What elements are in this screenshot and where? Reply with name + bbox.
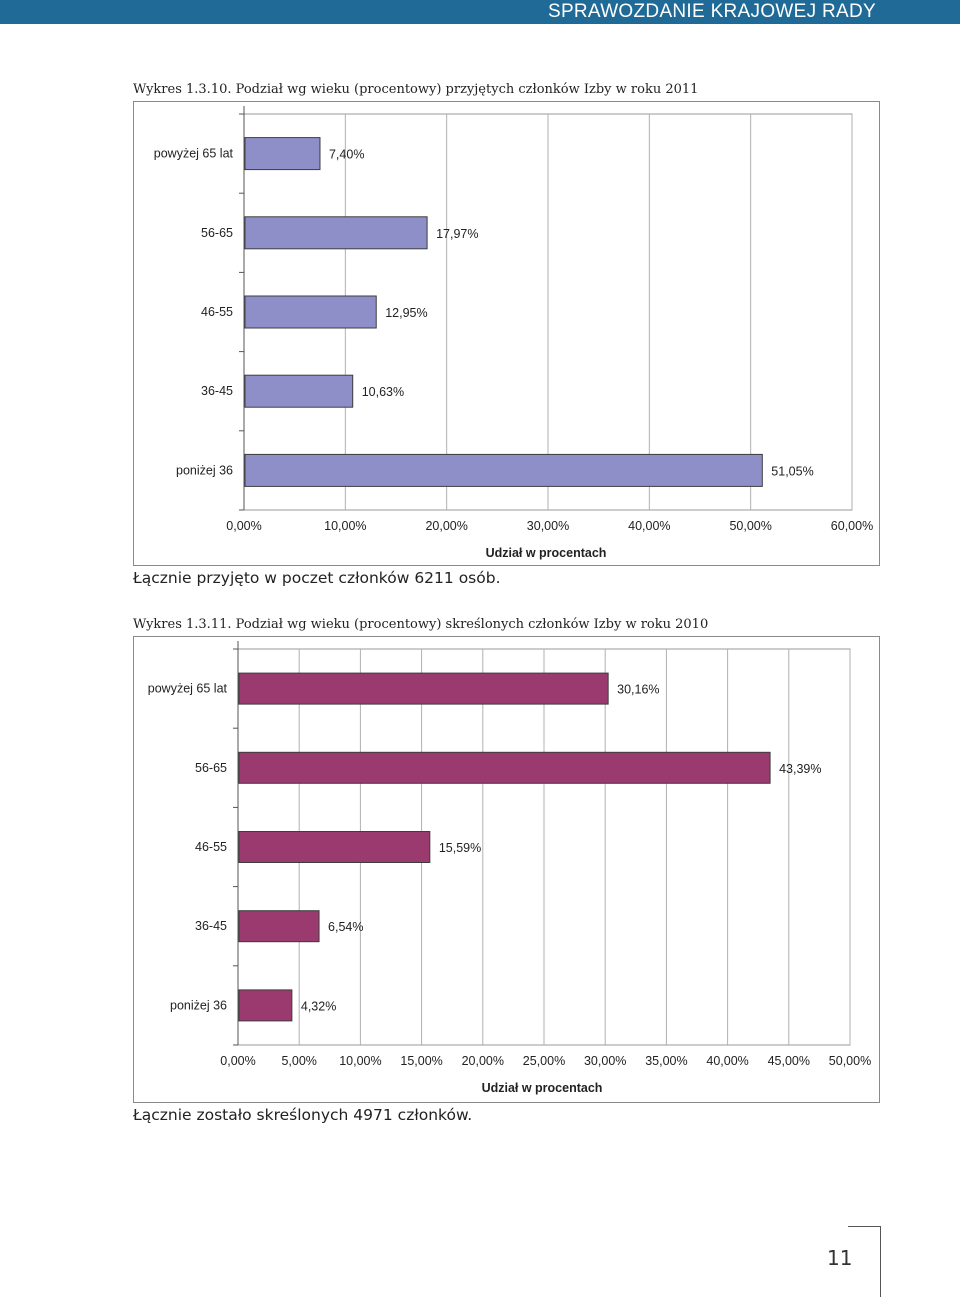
category-label: powyżej 65 lat [148,682,228,696]
data-label: 10,63% [362,385,404,399]
x-tick-label: 50,00% [829,1054,871,1068]
x-tick-label: 10,00% [339,1054,381,1068]
x-tick-label: 30,00% [584,1054,626,1068]
bar [244,137,321,171]
corner-rule-vertical [880,1226,881,1297]
x-axis-title: Udział w procentach [486,546,607,560]
x-tick-label: 20,00% [425,519,467,533]
chart1: 0,00% 10,00% 20,00% 30,00% 40,00% 50,00% 60,00… [154,106,873,560]
figure1-caption: Wykres 1.3.10. Podział wg wieku (procent… [133,82,699,97]
category-label: 46-55 [201,305,233,319]
chart2-frame: 0,00% 5,00% 10,00% 15,00% 20,00% 25,00% 30,00%… [133,636,880,1103]
data-label: 6,54% [328,920,363,934]
x-tick-label: 40,00% [706,1054,748,1068]
report-title: SPRAWOZDANIE KRAJOWEJ RADY [547,1,876,22]
figure2-summary: Łącznie zostało skreślonych 4971 członkó… [133,1106,473,1124]
category-label: poniżej 36 [170,998,227,1012]
bar [238,831,431,863]
data-label: 43,39% [779,762,821,776]
category-label: 36-45 [195,919,227,933]
category-label: 56-65 [201,226,233,240]
x-tick-label: 0,00% [220,1054,255,1068]
chart2: 0,00% 5,00% 10,00% 15,00% 20,00% 25,00% 30,00%… [148,641,871,1095]
category-label: powyżej 65 lat [154,147,234,161]
bar [238,910,320,943]
data-label: 4,32% [301,999,336,1013]
bar [244,216,428,250]
bar [244,374,354,408]
figure1-summary: Łącznie przyjęto w poczet członków 6211 … [133,569,501,587]
data-label: 12,95% [385,306,427,320]
data-label: 51,05% [771,464,813,478]
category-label: 56-65 [195,761,227,775]
data-label: 15,59% [439,841,481,855]
x-tick-label: 60,00% [831,519,873,533]
data-label: 17,97% [436,227,478,241]
bar [238,672,609,705]
header-bar: SPRAWOZDANIE KRAJOWEJ RADY [0,0,960,24]
corner-rule-horizontal [848,1226,881,1227]
bar [244,295,377,329]
x-tick-label: 10,00% [324,519,366,533]
data-label: 7,40% [329,148,364,162]
page-number: 11 [827,1246,853,1270]
x-tick-label: 5,00% [281,1054,316,1068]
category-label: 36-45 [201,384,233,398]
data-label: 30,16% [617,683,659,697]
x-tick-label: 40,00% [628,519,670,533]
bar [238,989,293,1022]
category-label: poniżej 36 [176,463,233,477]
x-tick-label: 15,00% [400,1054,442,1068]
x-tick-label: 50,00% [729,519,771,533]
x-tick-label: 35,00% [645,1054,687,1068]
figure2-caption: Wykres 1.3.11. Podział wg wieku (procent… [133,617,709,632]
x-axis-title: Udział w procentach [482,1081,603,1095]
chart1-frame: 0,00% 10,00% 20,00% 30,00% 40,00% 50,00% 60,00… [133,101,880,566]
x-tick-label: 45,00% [768,1054,810,1068]
x-tick-label: 25,00% [523,1054,565,1068]
bar [238,751,771,784]
x-tick-label: 30,00% [527,519,569,533]
category-label: 46-55 [195,840,227,854]
x-tick-label: 0,00% [226,519,261,533]
bar [244,453,763,487]
x-tick-label: 20,00% [462,1054,504,1068]
